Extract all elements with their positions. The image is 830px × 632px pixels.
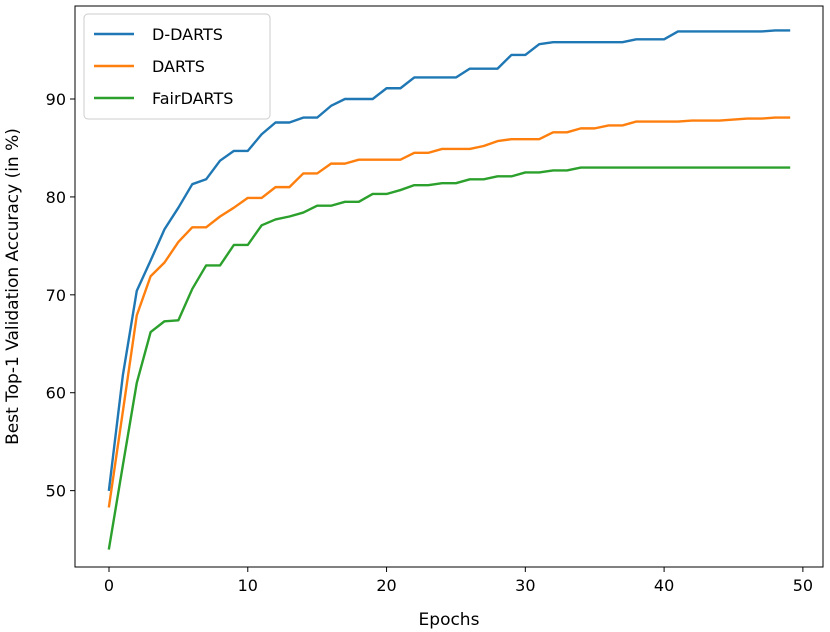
legend: D-DARTS DARTS FairDARTS [83, 13, 271, 120]
plot-frame [74, 5, 824, 568]
y-tick-label: 60 [46, 384, 66, 403]
x-axis-label: Epochs [419, 610, 480, 630]
series-line-fairdarts [107, 166, 791, 550]
x-tick-label: 20 [376, 576, 396, 595]
x-axis-ticks: 0 10 20 30 40 50 [104, 567, 813, 595]
series-line-darts [107, 116, 791, 508]
series-layer [107, 29, 791, 550]
legend-label-darts: DARTS [152, 57, 205, 76]
legend-label-d-darts: D-DARTS [152, 25, 223, 44]
y-tick-label: 80 [46, 188, 66, 207]
legend-box [83, 13, 271, 120]
x-tick-label: 50 [793, 576, 813, 595]
series-line-d-darts [107, 29, 791, 491]
y-axis-label: Best Top-1 Validation Accuracy (in %) [3, 128, 23, 445]
y-axis-ticks: 50 60 70 80 90 [46, 90, 75, 501]
y-tick-label: 70 [46, 286, 66, 305]
x-tick-label: 10 [238, 576, 258, 595]
plot-area: 0 10 20 30 40 50 50 60 70 80 90 [46, 5, 824, 595]
y-tick-label: 50 [46, 482, 66, 501]
y-tick-label: 90 [46, 90, 66, 109]
x-tick-label: 40 [654, 576, 674, 595]
x-tick-label: 30 [515, 576, 535, 595]
x-tick-label: 0 [104, 576, 114, 595]
legend-label-fairdarts: FairDARTS [152, 89, 233, 108]
